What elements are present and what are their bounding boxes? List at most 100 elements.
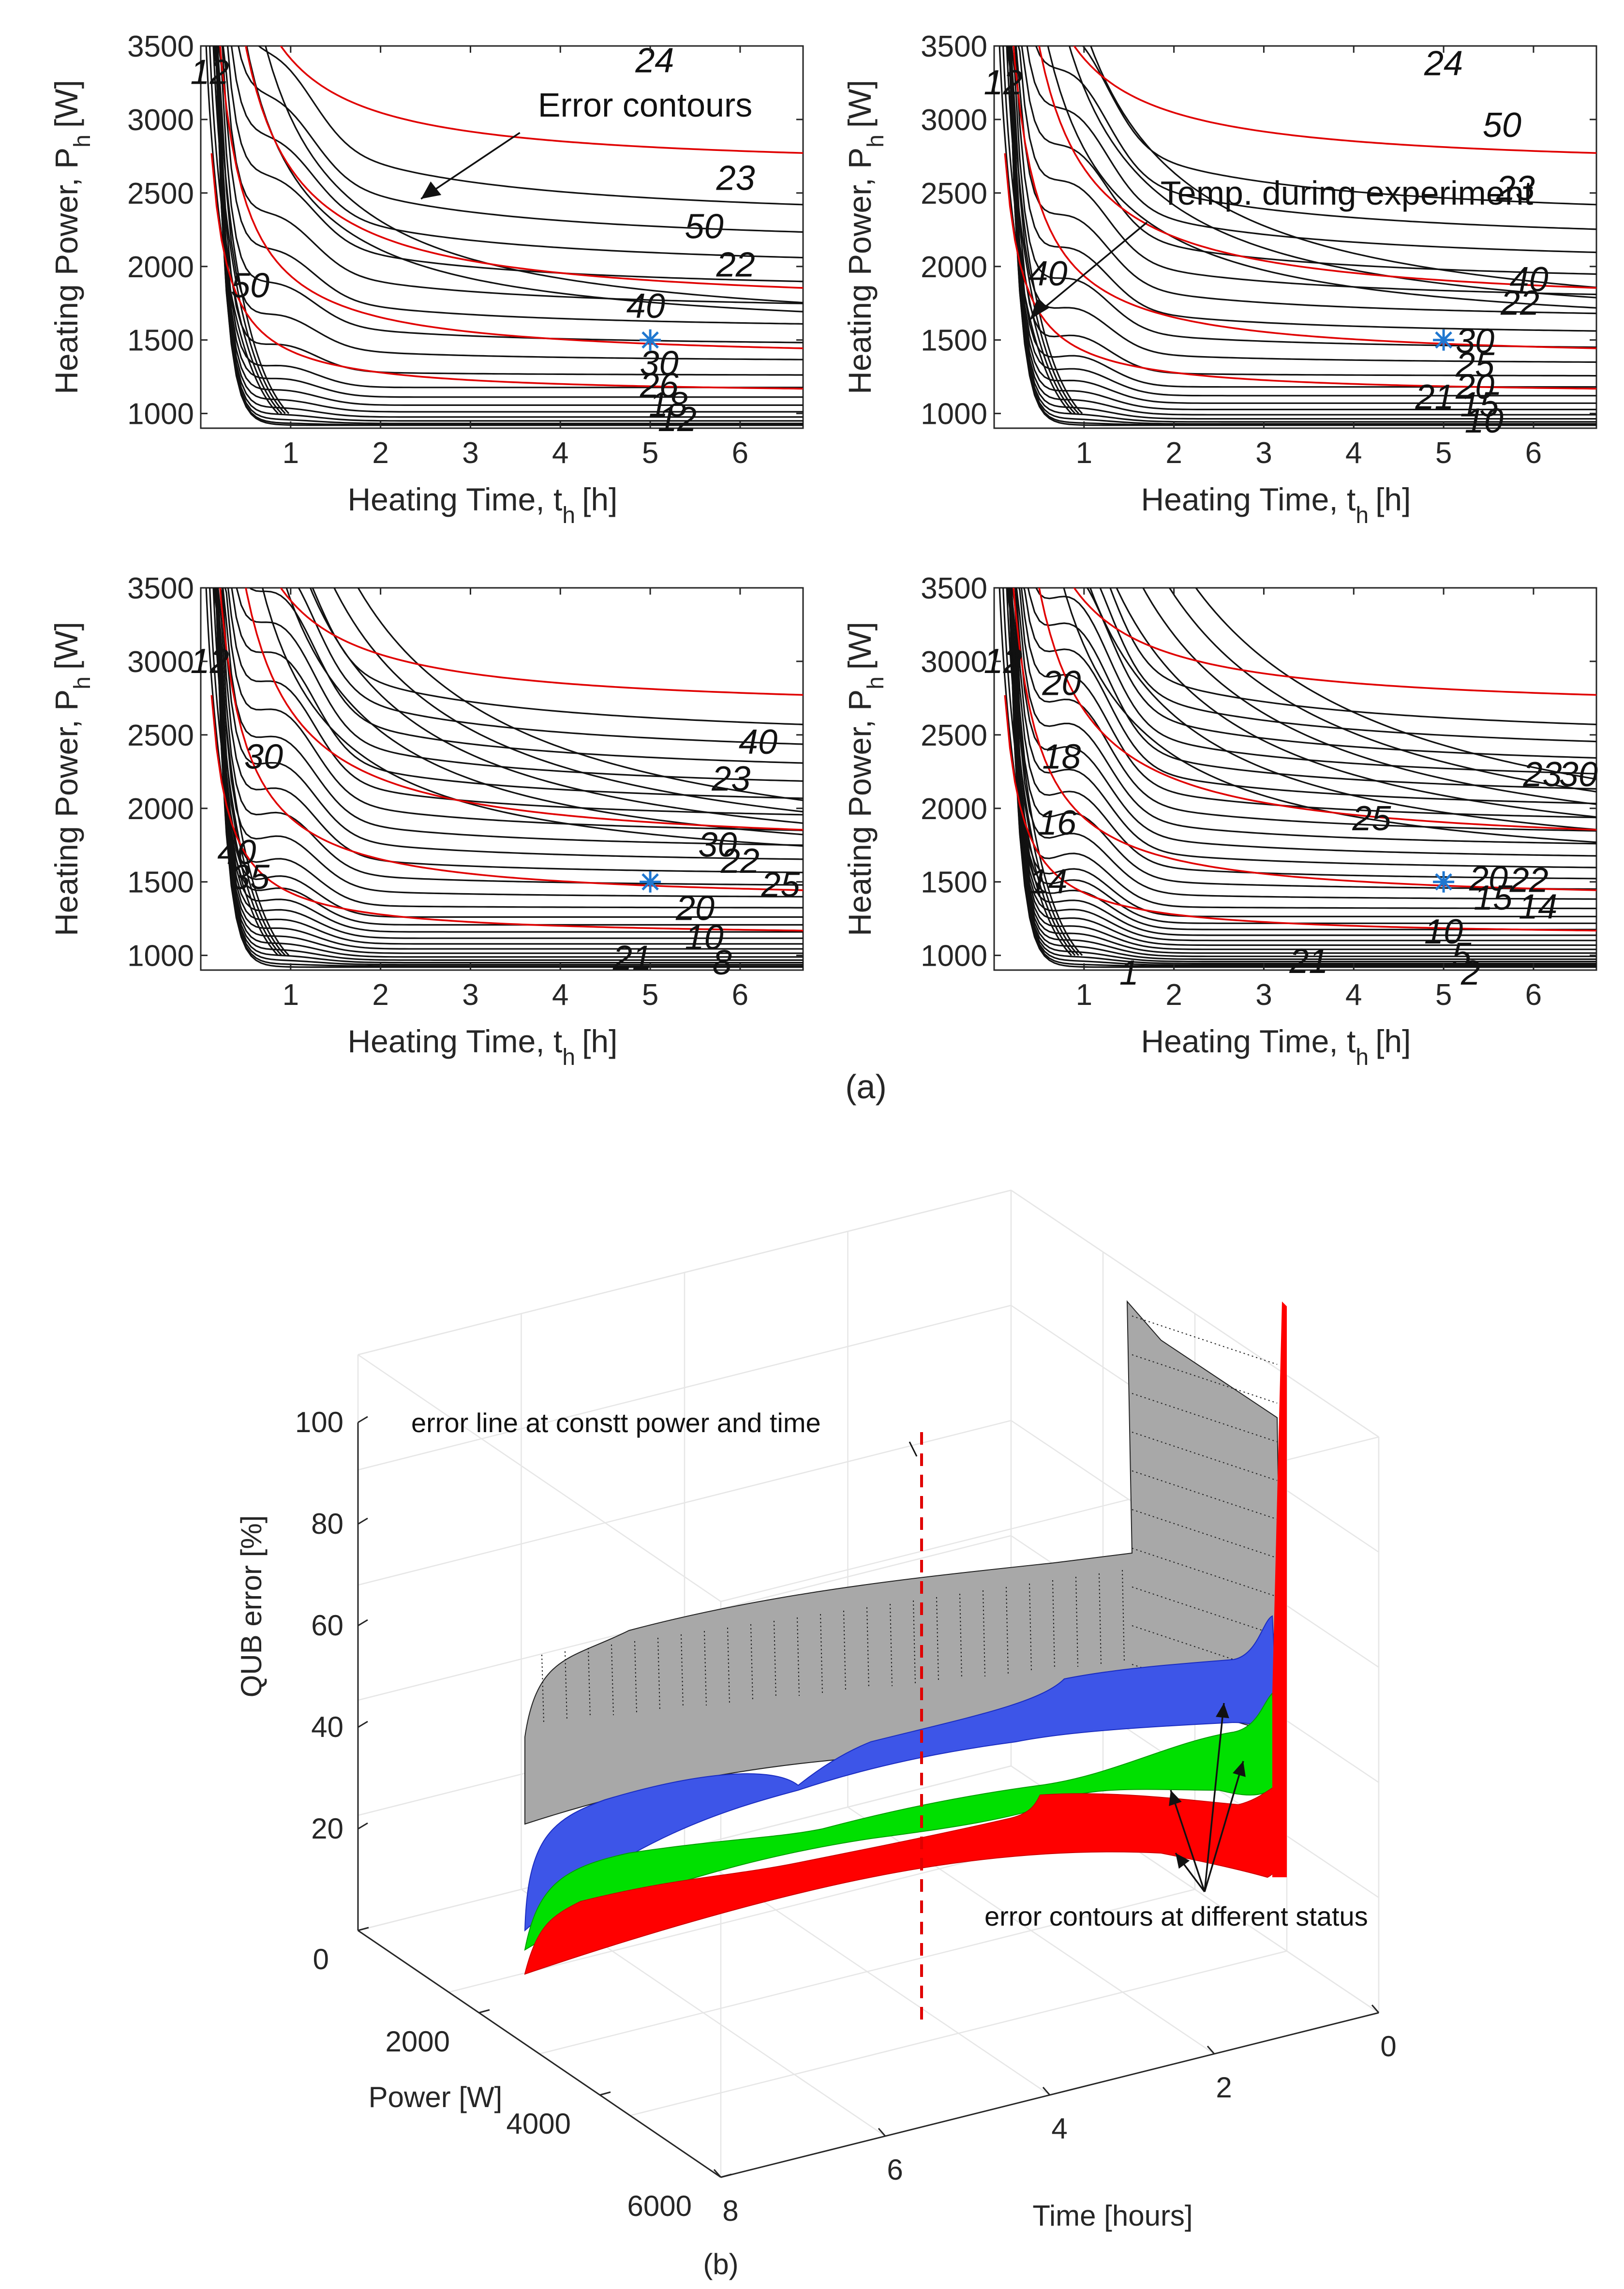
z-tick [358, 1416, 368, 1423]
contour-label: 40 [626, 287, 665, 326]
x-tick-label: 4 [552, 436, 568, 470]
contour-lines [205, 588, 803, 968]
x-tick-label: 1 [1076, 436, 1092, 470]
time-tick [1042, 2087, 1051, 2095]
time-axis-title: Time [hours] [1032, 2199, 1192, 2232]
black-contour-line [216, 588, 803, 898]
experiment-point-marker [640, 329, 661, 351]
black-contour-line [230, 46, 803, 259]
black-contour-line [1008, 588, 1596, 954]
z-tick-label: 80 [311, 1508, 343, 1540]
time-tick-label: 8 [722, 2195, 738, 2227]
y-tick-label: 2000 [127, 793, 194, 826]
red-contour-line [1073, 46, 1596, 154]
red-contour-line [1013, 588, 1596, 891]
surface-mesh [750, 1624, 753, 1701]
contour-label: 20 [1455, 368, 1494, 406]
black-contour-line [357, 588, 803, 801]
arrow-head [1176, 1853, 1190, 1869]
black-contour-line [1014, 46, 1596, 332]
power-axis-title: Power [W] [369, 2081, 503, 2113]
contour-label: 12 [658, 400, 697, 439]
contour-label: 15 [1460, 385, 1499, 424]
black-contour-line [333, 588, 803, 813]
black-contour-line [214, 588, 803, 954]
black-contour-line [1099, 588, 1596, 743]
black-contour-line [1009, 588, 1596, 942]
contour-label: 18 [649, 385, 687, 424]
surface-red-wall [1272, 1302, 1287, 1877]
black-contour-line [216, 588, 803, 945]
y-axis-title-unit: [W] [48, 80, 84, 128]
y-tick-label: 2500 [921, 719, 987, 752]
black-contour-line [1015, 588, 1596, 845]
time-tick-label: 2 [1216, 2071, 1232, 2104]
power-axis [358, 1930, 721, 2178]
x-tick-label: 1 [283, 978, 299, 1012]
contour-label: 30 [640, 344, 679, 383]
contour-label: 25 [1455, 345, 1495, 384]
surface-mesh [1132, 1586, 1278, 1636]
contour-label: 14 [1519, 887, 1557, 926]
black-contour-line [246, 46, 803, 313]
black-contour-line [216, 588, 803, 933]
z-tick [358, 1517, 368, 1525]
marker-stroke [1435, 331, 1452, 349]
black-contour-line [1006, 46, 1596, 425]
error-surfaces [524, 1300, 1287, 2027]
y-tick-label: 3500 [127, 572, 194, 605]
x-axis-title-main: Heating Time, t [1141, 481, 1356, 517]
power-tick [720, 2173, 732, 2178]
black-contour-line [216, 46, 803, 398]
time-tick [1207, 2046, 1215, 2054]
arrow-head [1233, 1761, 1246, 1777]
black-contour-line [298, 588, 803, 745]
contour-label: 16 [1038, 804, 1077, 842]
x-tick-label: 3 [462, 436, 478, 470]
arrow-head [421, 181, 442, 199]
black-contour-line [231, 588, 803, 799]
power-tick-label: 0 [313, 1943, 329, 1975]
x-tick-label: 2 [372, 436, 388, 470]
black-contour-line [998, 588, 1072, 956]
black-contour-line [1009, 46, 1596, 397]
y-tick-label: 3500 [921, 572, 987, 605]
contour-label: 25 [1352, 799, 1391, 838]
marker-stroke [1435, 873, 1452, 891]
contour-label: 20 [1469, 860, 1508, 898]
black-contour-line [216, 588, 803, 926]
black-contour-line [205, 588, 279, 956]
x-tick-label: 2 [1165, 978, 1182, 1012]
black-contour-line [1015, 588, 1596, 857]
black-contour-line [222, 588, 803, 860]
x-axis-title-main: Heating Time, t [348, 1023, 563, 1059]
black-contour-line [312, 588, 803, 725]
y-axis-title-sub: h [863, 676, 889, 689]
red-contour-line [210, 153, 803, 390]
red-contour-line [1073, 588, 1596, 696]
contour-label: 40 [1028, 254, 1067, 293]
contour-label: 12 [984, 63, 1023, 102]
x-axis-title-unit: [h] [1375, 1023, 1411, 1059]
red-contour-line [1013, 46, 1596, 349]
black-contour-line [1010, 588, 1596, 936]
x-tick-label: 3 [1255, 978, 1272, 1012]
contour-label: 10 [1424, 913, 1463, 951]
time-tick-label: 0 [1380, 2030, 1396, 2063]
black-contour-line [1020, 588, 1596, 819]
black-contour-line [1006, 46, 1079, 414]
black-contour-line [1008, 46, 1596, 410]
x-axis-title: Heating Time, th [h] [348, 1023, 618, 1070]
z-axis-title: QUB error [%] [235, 1515, 268, 1698]
black-contour-line [1068, 46, 1596, 299]
surface-mesh [983, 1590, 985, 1677]
black-contour-line [1007, 46, 1596, 420]
x-axis-title-main: Heating Time, t [348, 481, 563, 517]
black-contour-line [224, 588, 803, 831]
x-axis-title-main: Heating Time, t [1141, 1023, 1356, 1059]
power-tick [358, 1927, 369, 1931]
y-tick-label: 2500 [127, 719, 194, 752]
black-contour-line [1006, 588, 1596, 966]
black-contour-line [215, 588, 803, 950]
contour-label-red: 22 [1500, 284, 1539, 323]
